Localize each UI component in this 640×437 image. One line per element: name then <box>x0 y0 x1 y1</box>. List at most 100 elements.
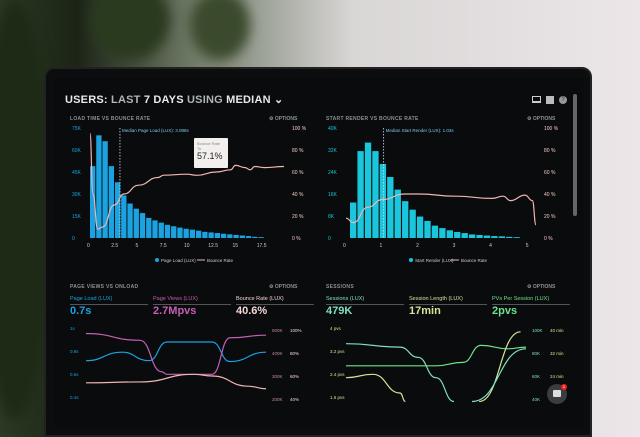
metric-card: Sessions (LUX) 479K <box>326 296 404 317</box>
legend-label: Bounce Rate <box>461 258 488 263</box>
options-button[interactable]: ⚙ OPTIONS <box>269 284 298 290</box>
histogram-bar <box>90 166 96 238</box>
background-plant <box>0 0 50 420</box>
histogram-bar <box>102 141 108 238</box>
histogram-bar <box>233 234 239 238</box>
histogram-bar <box>152 220 158 238</box>
y-axis-right-label: 60 % <box>292 170 304 176</box>
tooltip-title: Bounce Rate <box>197 141 221 146</box>
y-axis-label: 4 pvs <box>330 326 342 331</box>
x-axis-label: 0 <box>87 243 90 249</box>
y-axis-label: 15K <box>72 214 82 220</box>
y-axis-right-label: 300K <box>272 374 283 379</box>
y-axis-right-label: 500K <box>272 328 283 333</box>
y-axis-label: 0.6s <box>70 372 79 377</box>
histogram-bar <box>364 142 372 238</box>
metric-label: PVs Per Session (LUX) <box>492 296 570 305</box>
y-axis-right-label: 40% <box>290 397 299 402</box>
y-axis-label: 30K <box>72 192 82 198</box>
legend-label: Page Load (LUX) <box>161 258 196 263</box>
histogram-bar <box>446 230 453 238</box>
y-axis-right-label: 100 % <box>292 126 307 132</box>
x-axis-label: 4 <box>489 243 492 249</box>
histogram-bar <box>476 234 483 238</box>
y-axis-label: 1s <box>70 326 76 331</box>
y-axis-right-label: 24 min <box>550 374 564 379</box>
metric-card: Page Load (LUX) 0.7s <box>70 296 148 317</box>
histogram-bar <box>357 151 364 238</box>
y-axis-right-label: 60K <box>532 374 540 379</box>
series-line <box>85 332 267 375</box>
metric-card: Page Views (LUX) 2.7Mpvs <box>153 296 231 317</box>
histogram-bar <box>468 234 476 238</box>
y-axis-label: 3.2 pvs <box>330 349 345 354</box>
histogram-bar <box>252 236 258 238</box>
bounce-rate-line <box>345 193 537 226</box>
histogram-bar <box>183 228 189 238</box>
histogram-bar <box>189 229 196 238</box>
x-axis-label: 12.5 <box>208 243 218 249</box>
metric-value: 479K <box>326 305 353 317</box>
histogram-bar <box>177 227 183 238</box>
x-axis-label: 7.5 <box>160 243 167 249</box>
median-label: Median Start Render (LUX): 1.03s <box>386 128 455 133</box>
y-axis-right-label: 400K <box>272 351 283 356</box>
y-axis-right-label: 200K <box>272 397 283 402</box>
options-label: OPTIONS <box>274 284 298 290</box>
y-axis-right-label: 80K <box>532 351 540 356</box>
histogram-bar <box>461 233 468 238</box>
x-axis-label: 5 <box>526 243 529 249</box>
options-label: OPTIONS <box>274 116 298 122</box>
series-line <box>479 331 521 403</box>
metric-card: PVs Per Session (LUX) 2pvs <box>492 296 570 317</box>
y-axis-right-label: 20 % <box>544 214 556 220</box>
x-axis-label: 17.5 <box>257 243 267 249</box>
y-axis-label: 40K <box>328 126 338 132</box>
histogram-bar <box>96 135 102 238</box>
tooltip-value: 57.1% <box>197 151 223 161</box>
tooltip: Bounce Rate To 57.1% <box>194 138 228 168</box>
y-axis-label: 60K <box>72 148 82 154</box>
tooltip-sub: To <box>197 146 202 151</box>
histogram-bar <box>196 230 202 238</box>
y-axis-label: 16K <box>328 192 338 198</box>
header-last: LAST <box>111 94 141 106</box>
histogram-bar <box>387 176 394 238</box>
series-line <box>85 373 267 390</box>
series-line <box>471 348 527 403</box>
histogram-bar <box>245 236 252 238</box>
options-button[interactable]: ⚙ OPTIONS <box>527 284 556 290</box>
options-button[interactable]: ⚙ OPTIONS <box>527 116 556 122</box>
histogram-bar <box>258 237 264 238</box>
options-label: OPTIONS <box>532 284 556 290</box>
scrollbar[interactable] <box>573 94 577 216</box>
date-range-selector[interactable]: USERS: LAST 7 DAYS USING MEDIAN ⌄ <box>65 93 283 106</box>
series-line <box>346 344 527 367</box>
header-using: USING <box>187 94 223 106</box>
notification-badge: 1 <box>561 384 567 390</box>
y-axis-right-label: 80 % <box>544 148 556 154</box>
monitor-icon[interactable] <box>532 96 541 103</box>
series-line <box>345 343 455 403</box>
header-mode: MEDIAN <box>226 94 271 106</box>
metric-card: Bounce Rate (LUX) 40.6% <box>236 296 314 317</box>
x-axis-label: 1 <box>380 243 383 249</box>
metric-value: 2.7Mpvs <box>153 305 197 317</box>
histogram-bar <box>164 224 171 238</box>
chart-icon[interactable] <box>546 96 554 104</box>
panel-title: PAGE VIEWS VS ONLOAD <box>70 284 139 290</box>
help-icon[interactable]: ? <box>559 96 567 104</box>
legend-marker <box>155 258 159 262</box>
x-axis-label: 3 <box>453 243 456 249</box>
background-plant <box>90 0 170 60</box>
histogram-bar <box>491 236 498 238</box>
x-axis-label: 5 <box>136 243 139 249</box>
metric-value: 2pvs <box>492 305 518 317</box>
metric-value: 40.6% <box>236 305 268 317</box>
x-axis-label: 10 <box>184 243 190 249</box>
histogram-bar <box>208 232 214 238</box>
histogram-bar <box>127 203 133 238</box>
y-axis-label: 0 <box>328 236 331 242</box>
options-button[interactable]: ⚙ OPTIONS <box>269 116 298 122</box>
histogram-bar <box>139 213 146 238</box>
